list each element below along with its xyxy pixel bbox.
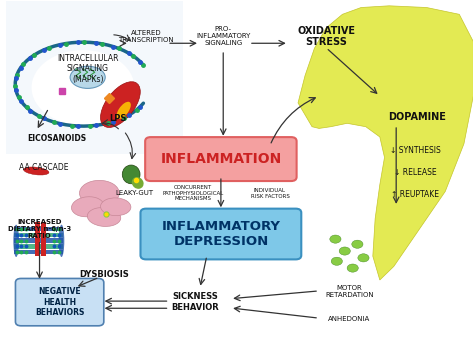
Circle shape <box>331 257 342 265</box>
Text: NEGATIVE
HEALTH
BEHAVIORS: NEGATIVE HEALTH BEHAVIORS <box>35 287 84 317</box>
Text: EICOSANOIDS: EICOSANOIDS <box>27 134 86 143</box>
Ellipse shape <box>100 198 131 216</box>
Text: LPS: LPS <box>109 114 127 123</box>
Circle shape <box>358 254 369 262</box>
Ellipse shape <box>132 177 144 189</box>
Text: SICKNESS
BEHAVIOR: SICKNESS BEHAVIOR <box>171 292 219 312</box>
Bar <box>14 233 64 237</box>
Text: INFLAMMATORY
DEPRESSION: INFLAMMATORY DEPRESSION <box>161 220 281 248</box>
Ellipse shape <box>59 225 64 257</box>
Text: INCREASED
DIETARY n-6/n-3
RATIO: INCREASED DIETARY n-6/n-3 RATIO <box>8 219 71 239</box>
Ellipse shape <box>117 102 131 119</box>
Polygon shape <box>298 6 474 280</box>
Bar <box>14 250 64 254</box>
Text: OXIDATIVE
STRESS: OXIDATIVE STRESS <box>297 26 355 47</box>
Bar <box>14 227 64 231</box>
Text: INFLAMMATION: INFLAMMATION <box>160 152 282 166</box>
Ellipse shape <box>13 225 19 257</box>
Bar <box>14 238 64 243</box>
Text: ANHEDONIA: ANHEDONIA <box>328 316 371 322</box>
Text: MOTOR
RETARDATION: MOTOR RETARDATION <box>325 286 374 299</box>
Text: ↑ REUPTAKE: ↑ REUPTAKE <box>391 190 439 199</box>
Ellipse shape <box>70 66 105 88</box>
Bar <box>35 222 39 256</box>
Circle shape <box>347 264 358 272</box>
Bar <box>41 222 46 256</box>
Text: AA CASCADE: AA CASCADE <box>19 163 68 172</box>
FancyBboxPatch shape <box>145 137 297 181</box>
Polygon shape <box>6 1 183 154</box>
Ellipse shape <box>80 180 119 206</box>
Circle shape <box>339 247 350 255</box>
Ellipse shape <box>87 208 121 226</box>
Text: DYSBIOSIS: DYSBIOSIS <box>79 271 129 279</box>
Text: DOPAMINE: DOPAMINE <box>388 111 446 121</box>
FancyBboxPatch shape <box>16 278 104 326</box>
Text: ↓ RELEASE: ↓ RELEASE <box>393 168 436 177</box>
Ellipse shape <box>122 165 140 184</box>
FancyBboxPatch shape <box>140 209 301 259</box>
Circle shape <box>330 235 341 243</box>
Text: ↓ SYNTHESIS: ↓ SYNTHESIS <box>390 146 440 155</box>
Circle shape <box>352 240 363 248</box>
Ellipse shape <box>24 167 49 175</box>
Text: ALTERED
TRANSCRIPTION: ALTERED TRANSCRIPTION <box>118 30 174 43</box>
Ellipse shape <box>100 82 140 128</box>
Text: LEAKY-GUT: LEAKY-GUT <box>115 190 154 196</box>
Text: INDIVIDUAL
RISK FACTORS: INDIVIDUAL RISK FACTORS <box>251 188 290 199</box>
Text: INTRACELLULAR
SIGNALING
(MAPKs): INTRACELLULAR SIGNALING (MAPKs) <box>57 54 118 84</box>
Ellipse shape <box>32 50 135 125</box>
Text: PRO-
INFLAMMATORY
SIGNALING: PRO- INFLAMMATORY SIGNALING <box>196 26 250 47</box>
Bar <box>14 244 64 249</box>
Ellipse shape <box>72 197 104 217</box>
Text: CONCURRENT
PATHOPHYSIOLOGICAL
MECHANISMS: CONCURRENT PATHOPHYSIOLOGICAL MECHANISMS <box>162 185 223 201</box>
